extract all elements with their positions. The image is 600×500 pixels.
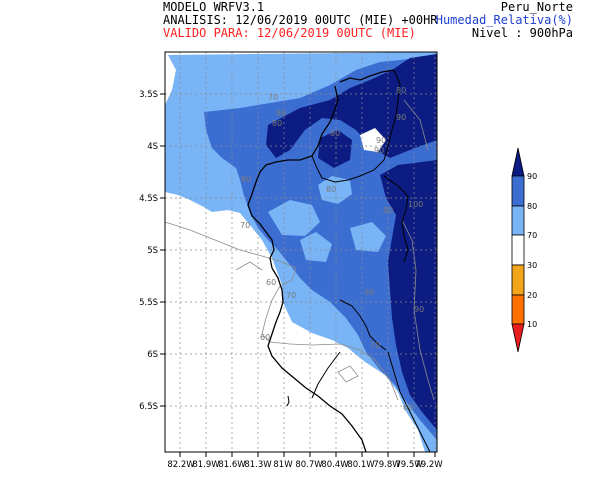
lon-label: 80.4W bbox=[321, 460, 349, 470]
rh-70-80-patch-4 bbox=[350, 222, 386, 252]
lon-label: 79.5W bbox=[395, 460, 423, 470]
colorbar-labels: 90 80 70 30 20 10 bbox=[527, 172, 537, 329]
region-name: Peru_Norte bbox=[500, 0, 573, 14]
latitude-labels: 3.5S 4S 4.5S 5S 5.5S 6S 6.5S bbox=[139, 90, 158, 412]
rh-90-plus-east bbox=[380, 160, 437, 430]
lon-label: 82.2W bbox=[167, 460, 195, 470]
colorbar-top-arrow bbox=[511, 147, 525, 177]
rh-70-80-patch-2 bbox=[318, 176, 352, 204]
contour-label: 80 bbox=[241, 175, 251, 184]
contour-label: 70 bbox=[286, 291, 296, 300]
map-frame bbox=[164, 51, 438, 453]
contour-label: 100 bbox=[408, 200, 423, 209]
contour-label: 80 bbox=[276, 109, 286, 118]
lon-label: 81W bbox=[273, 460, 293, 470]
contour-label: 60 bbox=[403, 403, 413, 412]
lon-label: 80.7W bbox=[295, 460, 323, 470]
lon-label: 81.6W bbox=[218, 460, 246, 470]
lat-label: 4S bbox=[147, 142, 158, 152]
longitude-labels: 82.2W 81.9W 81.6W 81.3W 81W 80.7W 80.4W … bbox=[167, 460, 443, 470]
contour-label: 80 bbox=[396, 86, 406, 95]
latitude-ticks bbox=[160, 93, 165, 407]
contour-label: 90 bbox=[376, 136, 386, 145]
colorbar-70-80 bbox=[511, 205, 525, 236]
colorbar-label: 70 bbox=[527, 231, 537, 240]
colorbar-80-90 bbox=[511, 175, 525, 207]
lat-label: 6.5S bbox=[139, 402, 158, 412]
contour-label: 70 bbox=[240, 221, 250, 230]
lon-label: 80.1W bbox=[347, 460, 375, 470]
lat-label: 3.5S bbox=[139, 90, 158, 100]
analysis-time: ANALISIS: 12/06/2019 00UTC (MIE) +00HR bbox=[163, 13, 438, 27]
contour-label: 80 bbox=[330, 129, 340, 138]
lat-label: 4.5S bbox=[139, 194, 158, 204]
contour-label: 80 bbox=[326, 185, 336, 194]
country-border bbox=[286, 69, 431, 452]
rh-70-80-patch-3 bbox=[300, 232, 332, 262]
longitude-ticks bbox=[179, 452, 436, 457]
colorbar bbox=[511, 147, 525, 353]
lon-label: 79.8W bbox=[373, 460, 401, 470]
colorbar-label: 30 bbox=[527, 261, 537, 270]
colorbar-label: 10 bbox=[527, 320, 537, 329]
contour-label-group: 70 80 80 80 90 80 90 90 80 80 80 100 70 … bbox=[240, 86, 424, 412]
graticule bbox=[165, 52, 437, 452]
colorbar-10-20 bbox=[511, 294, 525, 325]
humidity-shading bbox=[165, 52, 437, 452]
contour-label: 60 bbox=[266, 278, 276, 287]
lon-label: 81.3W bbox=[244, 460, 272, 470]
colorbar-20-30 bbox=[511, 264, 525, 296]
contour-label: 90 bbox=[374, 146, 384, 155]
colorbar-label: 20 bbox=[527, 291, 537, 300]
valid-time: VALIDO PARA: 12/06/2019 00UTC (MIE) bbox=[163, 26, 416, 40]
lat-label: 6S bbox=[147, 350, 158, 360]
pressure-level: Nivel : 900hPa bbox=[471, 26, 573, 40]
contour-label: 70 bbox=[268, 93, 278, 102]
contour-label: 90 bbox=[396, 113, 406, 122]
contour-label: 60 bbox=[260, 333, 270, 342]
colorbar-label: 90 bbox=[527, 172, 537, 181]
contour-label: 70 bbox=[370, 341, 380, 350]
coastline bbox=[247, 69, 395, 452]
contour-label: 90 bbox=[364, 288, 374, 297]
colorbar-bottom-arrow bbox=[511, 323, 525, 353]
lat-label: 5.5S bbox=[139, 298, 158, 308]
contour-label: 80 bbox=[383, 206, 393, 215]
colorbar-label: 80 bbox=[527, 202, 537, 211]
rh-90-plus-central bbox=[318, 130, 352, 168]
model-title: MODELO WRFV3.1 bbox=[163, 0, 265, 14]
contour-lines bbox=[165, 99, 435, 401]
contour-label: 90 bbox=[414, 305, 424, 314]
rh-70-80-patch-1 bbox=[268, 200, 320, 236]
colorbar-30-70 bbox=[511, 234, 525, 266]
lon-label: 81.9W bbox=[192, 460, 220, 470]
variable-name: Humedad_Relativa(%) bbox=[435, 13, 573, 27]
lon-label: 79.2W bbox=[415, 460, 443, 470]
lat-label: 5S bbox=[147, 246, 158, 256]
rh-90-plus-north bbox=[266, 54, 437, 158]
contour-label: 80 bbox=[272, 119, 282, 128]
